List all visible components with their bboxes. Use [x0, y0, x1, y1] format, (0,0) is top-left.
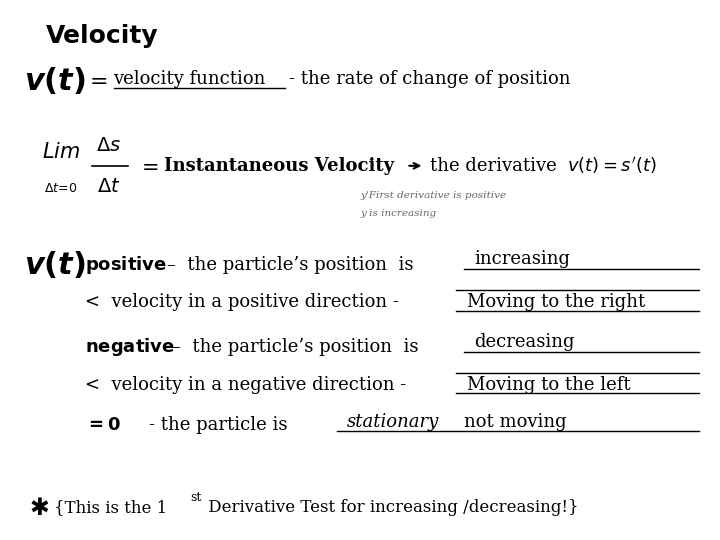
Text: $\Delta s$: $\Delta s$ [96, 136, 121, 155]
Text: - the particle is: - the particle is [149, 416, 288, 434]
Text: Moving to the left: Moving to the left [467, 376, 631, 394]
Text: $\boldsymbol{v(t)}$: $\boldsymbol{v(t)}$ [24, 65, 86, 96]
Text: $\mathbf{negative}$: $\mathbf{negative}$ [85, 336, 175, 359]
Text: $\mathbf{= 0}$: $\mathbf{= 0}$ [85, 416, 121, 434]
Text: $\boldsymbol{v(t)}$: $\boldsymbol{v(t)}$ [24, 249, 86, 280]
Text: $\mathbf{positive}$: $\mathbf{positive}$ [85, 254, 167, 275]
Text: Moving to the right: Moving to the right [467, 293, 645, 311]
Text: $\mathit{Lim}$: $\mathit{Lim}$ [42, 143, 81, 163]
Text: the derivative: the derivative [430, 157, 557, 175]
Text: increasing: increasing [474, 251, 570, 268]
Text: velocity function: velocity function [114, 70, 266, 88]
Text: not moving: not moving [464, 413, 566, 431]
Text: y is increasing: y is increasing [360, 210, 436, 218]
Text: <  velocity in a positive direction -: < velocity in a positive direction - [85, 293, 399, 311]
Text: stationary: stationary [347, 413, 439, 431]
Text: $=$: $=$ [85, 70, 107, 90]
Text: - the rate of change of position: - the rate of change of position [289, 70, 570, 88]
Text: decreasing: decreasing [474, 333, 575, 351]
Text: $=$: $=$ [137, 156, 158, 176]
Text: –  the particle’s position  is: – the particle’s position is [172, 339, 418, 356]
Text: Velocity: Velocity [45, 24, 158, 48]
Text: <  velocity in a negative direction -: < velocity in a negative direction - [85, 376, 406, 394]
Text: {This is the 1: {This is the 1 [54, 500, 168, 516]
Text: Derivative Test for increasing /decreasing!}: Derivative Test for increasing /decreasi… [203, 500, 578, 516]
Text: ✱: ✱ [30, 496, 50, 520]
Text: $\Delta t\!=\!0$: $\Delta t\!=\!0$ [44, 182, 78, 195]
Text: y'First derivative is positive: y'First derivative is positive [360, 191, 506, 200]
Text: Instantaneous Velocity: Instantaneous Velocity [163, 157, 394, 175]
Text: $\Delta t$: $\Delta t$ [96, 177, 120, 195]
Text: st: st [191, 491, 202, 504]
Text: –  the particle’s position  is: – the particle’s position is [167, 255, 413, 274]
Text: $\mathit{v(t)=s^{\prime}(t)}$: $\mathit{v(t)=s^{\prime}(t)}$ [567, 156, 657, 176]
